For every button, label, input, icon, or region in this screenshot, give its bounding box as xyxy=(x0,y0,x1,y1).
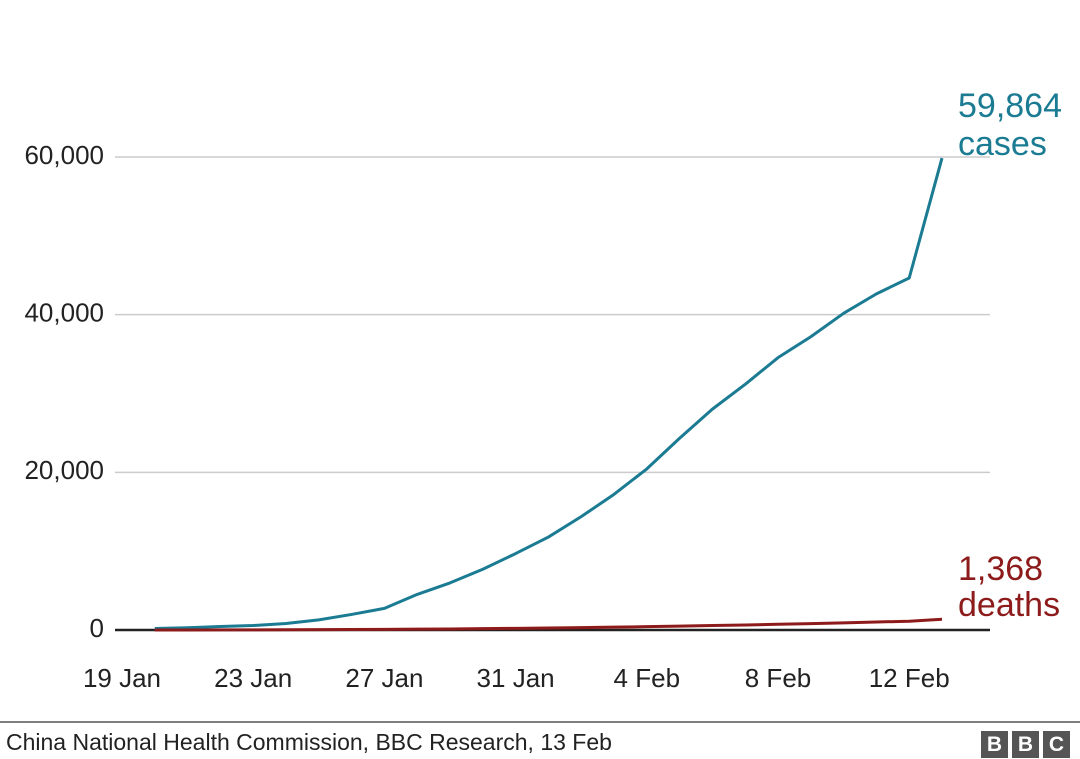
series-line xyxy=(154,157,944,630)
logo-letter: B xyxy=(987,733,1002,756)
logo-box xyxy=(1043,731,1070,758)
logo-letter: B xyxy=(1018,733,1033,756)
x-tick-label: 31 Jan xyxy=(477,663,555,693)
y-tick-label: 0 xyxy=(90,613,104,643)
logo-box xyxy=(981,731,1008,758)
x-tick-label: 12 Feb xyxy=(869,663,950,693)
x-tick-label: 27 Jan xyxy=(345,663,423,693)
annotation: deaths xyxy=(958,586,1060,624)
annotation: 59,864 xyxy=(958,87,1062,125)
annotation: 1,368 xyxy=(958,550,1043,588)
x-tick-label: 19 Jan xyxy=(83,663,161,693)
x-tick-label: 8 Feb xyxy=(745,663,812,693)
source-note: China National Health Commission, BBC Re… xyxy=(6,729,612,755)
x-tick-label: 23 Jan xyxy=(214,663,292,693)
logo-box xyxy=(1012,731,1039,758)
y-tick-label: 40,000 xyxy=(24,298,104,328)
annotation: cases xyxy=(958,125,1047,163)
y-tick-label: 20,000 xyxy=(24,455,104,485)
logo-letter: C xyxy=(1049,733,1064,756)
y-tick-label: 60,000 xyxy=(24,140,104,170)
series-line xyxy=(154,617,943,632)
x-tick-label: 4 Feb xyxy=(614,663,681,693)
